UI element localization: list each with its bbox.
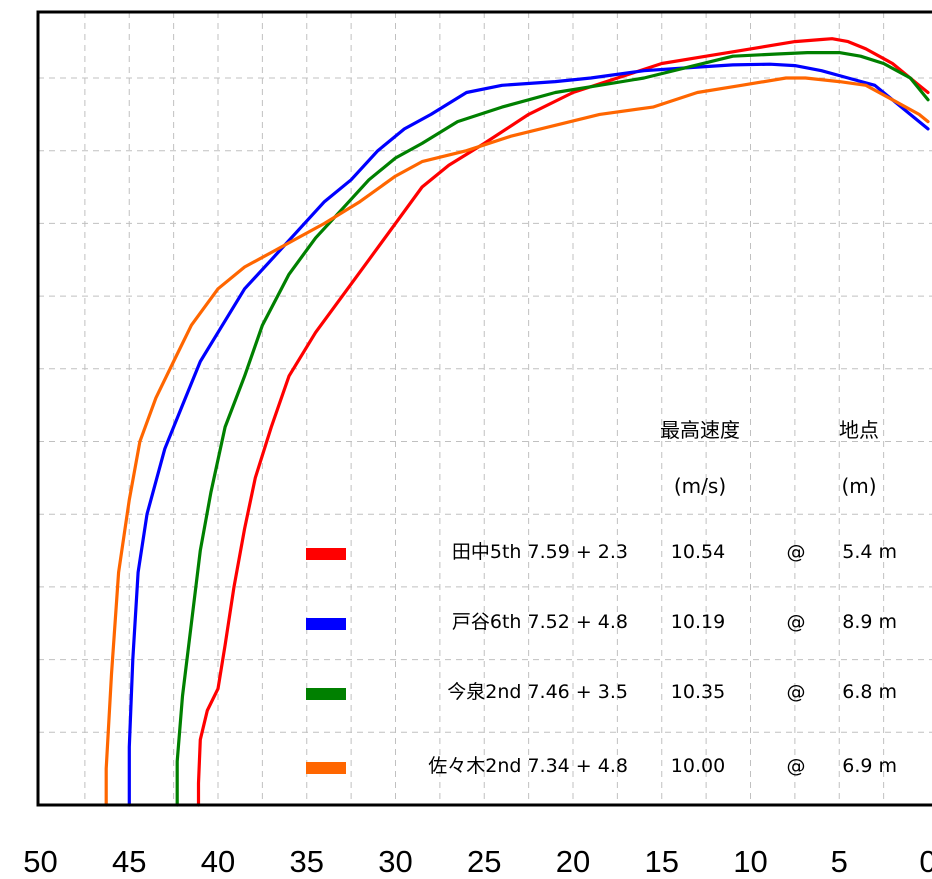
legend-max-speed: 10.35 — [671, 681, 725, 703]
legend-max-speed: 10.19 — [671, 611, 725, 633]
series-layer — [104, 37, 930, 807]
legend-at-sign: @ — [787, 611, 806, 633]
x-tick-label: 45 — [112, 844, 146, 879]
legend-series-name: 戸谷6th 7.52 + 4.8 — [452, 611, 628, 633]
legend-max-position: 6.9 m — [842, 755, 897, 777]
legend-rows: 田中5th 7.59 + 2.3 10.54 @5.4 m 戸谷6th 7.52 + … — [306, 541, 897, 777]
x-tick-label: 40 — [201, 844, 235, 879]
legend-series-name: 今泉2nd 7.46 + 3.5 — [447, 681, 628, 703]
x-tick-label: 20 — [556, 844, 590, 879]
x-tick-label: 5 — [831, 844, 848, 879]
series-line-2 — [127, 62, 930, 807]
legend-max-speed: 10.00 — [671, 755, 725, 777]
legend-header-position-unit: (m) — [841, 474, 876, 498]
legend-swatch — [306, 688, 346, 700]
legend-row-2: 戸谷6th 7.52 + 4.8 10.19 @8.9 m — [306, 611, 897, 633]
x-tick-label: 35 — [290, 844, 324, 879]
legend-row-3: 今泉2nd 7.46 + 3.5 10.35 @6.8 m — [306, 681, 897, 703]
grid — [38, 12, 932, 805]
legend-row-1: 田中5th 7.59 + 2.3 10.54 @5.4 m — [306, 541, 897, 563]
legend-swatch — [306, 762, 346, 774]
legend-row-4: 佐々木2nd 7.34 + 4.8 10.00 @6.9 m — [306, 755, 897, 777]
legend-swatch — [306, 618, 346, 630]
legend-header-speed: 最高速度 — [660, 418, 740, 442]
legend-header-speed-unit: (m/s) — [674, 474, 726, 498]
legend-max-position: 5.4 m — [842, 541, 897, 563]
plot-frame — [36, 10, 932, 807]
x-tick-label: 10 — [733, 844, 767, 879]
legend-at-sign: @ — [787, 681, 806, 703]
legend-at-sign: @ — [787, 541, 806, 563]
legend: 最高速度 地点 (m/s) (m) 田中5th 7.59 + 2.3 10.54 @… — [306, 418, 897, 777]
legend-max-position: 6.8 m — [842, 681, 897, 703]
x-tick-label: 30 — [378, 844, 412, 879]
legend-series-name: 田中5th 7.59 + 2.3 — [452, 541, 628, 563]
legend-at-sign: @ — [787, 755, 806, 777]
x-tick-label: 50 — [23, 844, 57, 879]
series-line-4 — [104, 76, 930, 807]
series-line-1 — [196, 37, 930, 807]
x-tick-labels: 50 45 40 35 30 25 20 15 10 5 0 — [23, 844, 932, 879]
legend-header-position: 地点 — [839, 418, 879, 442]
legend-max-speed: 10.54 — [671, 541, 725, 563]
x-tick-label: 25 — [467, 844, 501, 879]
legend-series-name: 佐々木2nd 7.34 + 4.8 — [428, 755, 628, 777]
legend-max-position: 8.9 m — [842, 611, 897, 633]
x-tick-label: 0 — [919, 844, 932, 879]
x-tick-label: 15 — [645, 844, 679, 879]
legend-swatch — [306, 548, 346, 560]
series-line-3 — [175, 51, 930, 807]
